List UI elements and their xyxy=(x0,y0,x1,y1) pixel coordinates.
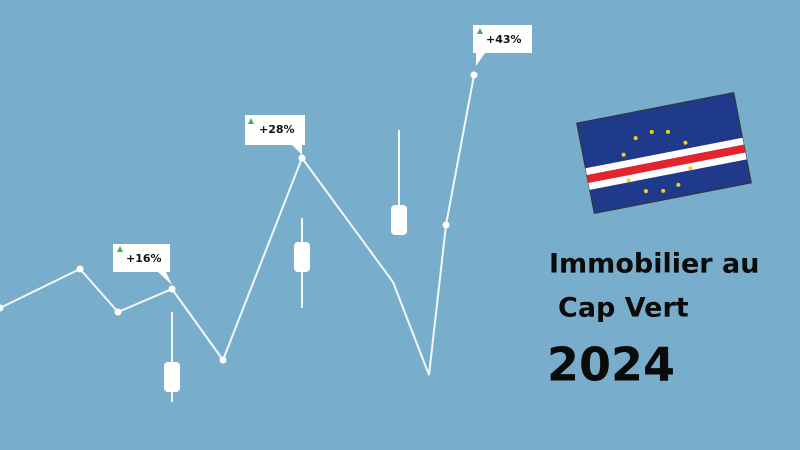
point xyxy=(219,356,227,364)
candle-body xyxy=(391,205,407,235)
callout-label: +28% xyxy=(259,123,295,136)
callout: +28% xyxy=(245,115,305,155)
title-line: Immobilier au xyxy=(549,249,759,280)
point xyxy=(168,285,176,293)
trend-line xyxy=(0,74,475,376)
point xyxy=(114,308,122,316)
callout-box xyxy=(473,25,532,66)
point xyxy=(470,71,478,79)
up-arrow xyxy=(248,118,254,124)
callout: +16% xyxy=(113,244,172,285)
point xyxy=(0,304,4,312)
candles xyxy=(164,130,407,402)
title-line: Cap Vert xyxy=(558,293,689,324)
point xyxy=(298,154,306,162)
flag xyxy=(576,91,752,215)
title-year: 2024 xyxy=(547,338,675,392)
callout-label: +16% xyxy=(126,252,162,265)
callout-label: +43% xyxy=(486,33,522,46)
candle-body xyxy=(294,242,310,272)
point xyxy=(442,221,450,229)
flag-stripe xyxy=(585,137,744,176)
up-arrow xyxy=(477,28,483,34)
candle-body xyxy=(164,362,180,392)
callout: +43% xyxy=(473,25,532,66)
point xyxy=(76,265,84,273)
up-arrow xyxy=(117,246,123,252)
trend-points xyxy=(0,71,478,364)
callout-box xyxy=(245,115,305,155)
flag-stars xyxy=(621,129,693,194)
callout-box xyxy=(113,244,172,285)
flag-stripe xyxy=(586,144,746,183)
